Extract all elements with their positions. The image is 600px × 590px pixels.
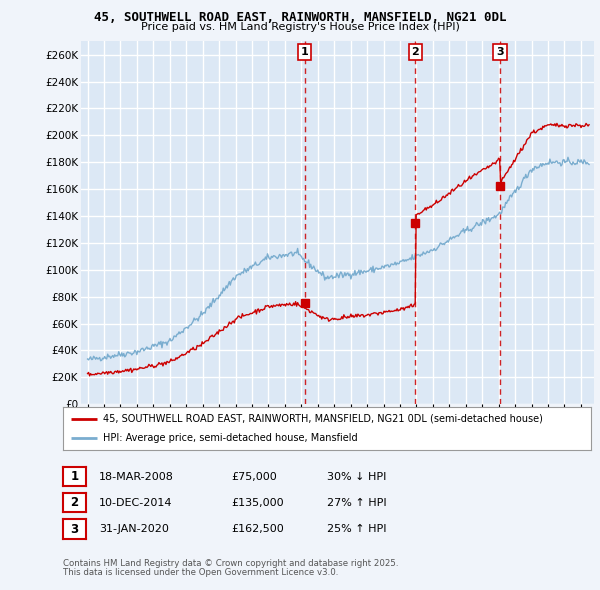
Text: 2: 2 <box>412 47 419 57</box>
Text: 2: 2 <box>70 496 79 509</box>
Text: This data is licensed under the Open Government Licence v3.0.: This data is licensed under the Open Gov… <box>63 568 338 577</box>
Text: 30% ↓ HPI: 30% ↓ HPI <box>327 472 386 481</box>
Text: 31-JAN-2020: 31-JAN-2020 <box>99 525 169 534</box>
Text: £135,000: £135,000 <box>231 498 284 507</box>
Text: Contains HM Land Registry data © Crown copyright and database right 2025.: Contains HM Land Registry data © Crown c… <box>63 559 398 568</box>
Text: 1: 1 <box>301 47 308 57</box>
Text: 27% ↑ HPI: 27% ↑ HPI <box>327 498 386 507</box>
Text: 3: 3 <box>70 523 79 536</box>
Text: £75,000: £75,000 <box>231 472 277 481</box>
Text: 25% ↑ HPI: 25% ↑ HPI <box>327 525 386 534</box>
Text: 18-MAR-2008: 18-MAR-2008 <box>99 472 174 481</box>
Text: £162,500: £162,500 <box>231 525 284 534</box>
Text: 3: 3 <box>496 47 504 57</box>
Text: Price paid vs. HM Land Registry's House Price Index (HPI): Price paid vs. HM Land Registry's House … <box>140 22 460 32</box>
Text: 1: 1 <box>70 470 79 483</box>
Text: 10-DEC-2014: 10-DEC-2014 <box>99 498 173 507</box>
Text: 45, SOUTHWELL ROAD EAST, RAINWORTH, MANSFIELD, NG21 0DL: 45, SOUTHWELL ROAD EAST, RAINWORTH, MANS… <box>94 11 506 24</box>
Text: 45, SOUTHWELL ROAD EAST, RAINWORTH, MANSFIELD, NG21 0DL (semi-detached house): 45, SOUTHWELL ROAD EAST, RAINWORTH, MANS… <box>103 414 542 424</box>
Text: HPI: Average price, semi-detached house, Mansfield: HPI: Average price, semi-detached house,… <box>103 433 357 443</box>
